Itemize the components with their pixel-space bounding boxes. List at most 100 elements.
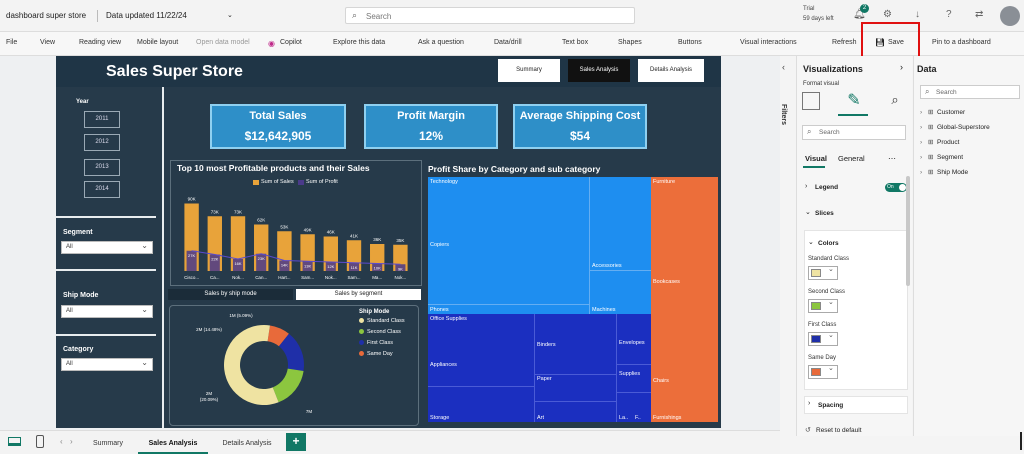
ribbon-buttons[interactable]: Buttons (678, 39, 702, 46)
notification-icon[interactable]: 🔔︎ (853, 9, 866, 20)
share-icon[interactable]: ⇄ (975, 9, 984, 20)
ribbon-mobile-layout[interactable]: Mobile layout (137, 39, 179, 46)
scrollbar[interactable] (906, 176, 910, 286)
data-search-input[interactable]: ⌕ Search (920, 85, 1020, 99)
ribbon-visual-interactions[interactable]: Visual interactions (740, 39, 797, 46)
year-2014[interactable]: 2014 (84, 181, 120, 198)
bar-profit[interactable] (395, 264, 406, 271)
chevron-left-icon[interactable]: ‹ (782, 62, 785, 72)
data-table-item[interactable]: › ⊞ Ship Mode (920, 168, 990, 183)
color-picker[interactable]: ⌄ (808, 299, 838, 313)
format-visual-icon[interactable]: ✎ (847, 92, 861, 109)
kpi-average-shipping-cost[interactable]: Average Shipping Cost $54 (513, 104, 647, 149)
data-table-item[interactable]: › ⊞ Product (920, 138, 990, 153)
chevron-left-icon[interactable]: ‹ (60, 437, 63, 446)
treemap-furniture[interactable]: Furniture Bookcases Chairs Furnishings (651, 177, 718, 422)
bar-profit[interactable] (256, 253, 267, 271)
settings-icon[interactable]: ⚙ (883, 9, 892, 20)
legend-item[interactable]: Second Class (359, 329, 405, 340)
donut-slice[interactable] (267, 325, 289, 347)
nav-details-analysis-button[interactable]: Details Analysis (638, 59, 704, 82)
year-2012[interactable]: 2012 (84, 134, 120, 151)
mobile-view-icon[interactable] (36, 435, 44, 448)
donut-chart-frame[interactable] (169, 305, 419, 426)
desktop-view-icon[interactable] (8, 437, 21, 446)
bar-profit[interactable] (302, 261, 313, 271)
year-2013[interactable]: 2013 (84, 159, 120, 176)
ribbon-save-button[interactable]: Save (888, 39, 904, 46)
spacing-section[interactable]: Spacing (818, 402, 844, 409)
chevron-right-icon[interactable]: › (70, 437, 73, 446)
bar-profit[interactable] (232, 259, 244, 271)
color-picker[interactable]: ⌄ (808, 365, 838, 379)
legend-toggle[interactable]: On (885, 183, 907, 192)
bar-profit[interactable] (372, 263, 383, 272)
filters-label[interactable]: Filters (780, 104, 787, 126)
ship-mode-dropdown[interactable]: All (61, 305, 153, 318)
color-picker[interactable]: ⌄ (808, 332, 838, 346)
ribbon-data-drill[interactable]: Data/drill (494, 39, 522, 46)
slices-section[interactable]: Slices (815, 210, 834, 217)
ribbon-explore[interactable]: Explore this data (333, 39, 386, 46)
build-visual-icon[interactable] (802, 92, 820, 110)
ribbon-shapes[interactable]: Shapes (618, 39, 642, 46)
legend-item[interactable]: First Class (359, 340, 405, 351)
legend-section[interactable]: Legend (815, 184, 839, 191)
kpi-total-sales[interactable]: Total Sales $12,642,905 (210, 104, 346, 149)
ribbon-pin-dashboard[interactable]: Pin to a dashboard (932, 39, 991, 46)
segment-dropdown[interactable]: All (61, 241, 153, 254)
bar-profit[interactable] (279, 260, 290, 272)
file-name[interactable]: dashboard super store (6, 11, 87, 20)
bar-profit[interactable] (348, 262, 360, 271)
category-dropdown[interactable]: All (61, 358, 153, 371)
donut-slice[interactable] (224, 325, 279, 405)
reset-to-default-button[interactable]: Reset to default (816, 427, 862, 434)
bar-chart-frame[interactable] (170, 160, 422, 286)
bar-sales[interactable] (230, 216, 246, 271)
tab-sales-analysis[interactable]: Sales Analysis (138, 434, 208, 454)
tab-sales-by-ship-mode[interactable]: Sales by ship mode (168, 289, 293, 300)
add-page-button[interactable]: + (286, 433, 306, 451)
treemap-office-supplies[interactable]: Office Supplies Appliances Storage Binde… (428, 314, 651, 422)
tab-details-analysis[interactable]: Details Analysis (222, 440, 272, 447)
tab-sales-by-segment[interactable]: Sales by segment (296, 289, 421, 300)
ribbon-copilot[interactable]: Copilot (280, 39, 302, 46)
bar-profit[interactable] (186, 250, 197, 271)
chevron-right-icon[interactable]: › (900, 62, 903, 72)
tab-summary[interactable]: Summary (93, 440, 123, 447)
tab-general[interactable]: General (838, 154, 865, 163)
donut-slice[interactable] (278, 333, 304, 371)
data-table-item[interactable]: › ⊞ Global-Superstore (920, 123, 990, 138)
tab-visual[interactable]: Visual (805, 154, 827, 163)
ribbon-reading-view[interactable]: Reading view (79, 39, 122, 46)
nav-sales-analysis-button[interactable]: Sales Analysis (568, 59, 630, 82)
year-2011[interactable]: 2011 (84, 111, 120, 128)
legend-item[interactable]: Same Day (359, 351, 405, 362)
data-table-item[interactable]: › ⊞ Customer (920, 108, 990, 123)
ribbon-text-box[interactable]: Text box (562, 39, 589, 46)
more-options-icon[interactable]: ⋯ (888, 154, 896, 163)
bar-profit[interactable] (325, 262, 336, 271)
analytics-icon[interactable]: ⌕ (891, 92, 899, 107)
treemap-technology[interactable]: Technology Copiers Phones Accessories Ma… (428, 177, 651, 314)
data-updated-label[interactable]: Data updated 11/22/24 (106, 11, 187, 20)
kpi-profit-margin[interactable]: Profit Margin 12% (364, 104, 498, 149)
search-input[interactable]: ⌕ Search (345, 7, 635, 24)
bar-profit[interactable] (209, 254, 220, 272)
donut-slice[interactable] (272, 368, 304, 403)
ribbon-refresh[interactable]: Refresh (832, 39, 857, 46)
data-table-item[interactable]: › ⊞ Segment (920, 153, 990, 168)
nav-summary-button[interactable]: Summary (498, 59, 560, 82)
ribbon-view[interactable]: View (40, 39, 56, 46)
viz-search-input[interactable]: ⌕ Search (802, 125, 906, 140)
help-icon[interactable]: ? (946, 9, 952, 20)
download-icon[interactable]: ↓ (915, 9, 920, 20)
ribbon-ask-question[interactable]: Ask a question (418, 39, 464, 46)
color-picker[interactable]: ⌄ (808, 266, 838, 280)
treemap[interactable]: Technology Copiers Phones Accessories Ma… (428, 177, 718, 422)
ribbon-file[interactable]: File (6, 39, 18, 46)
chevron-down-icon[interactable]: ⌄ (227, 12, 233, 19)
ribbon-open-data-model[interactable]: Open data model (196, 39, 250, 46)
colors-section[interactable]: Colors (818, 240, 839, 247)
avatar[interactable] (1000, 6, 1020, 26)
